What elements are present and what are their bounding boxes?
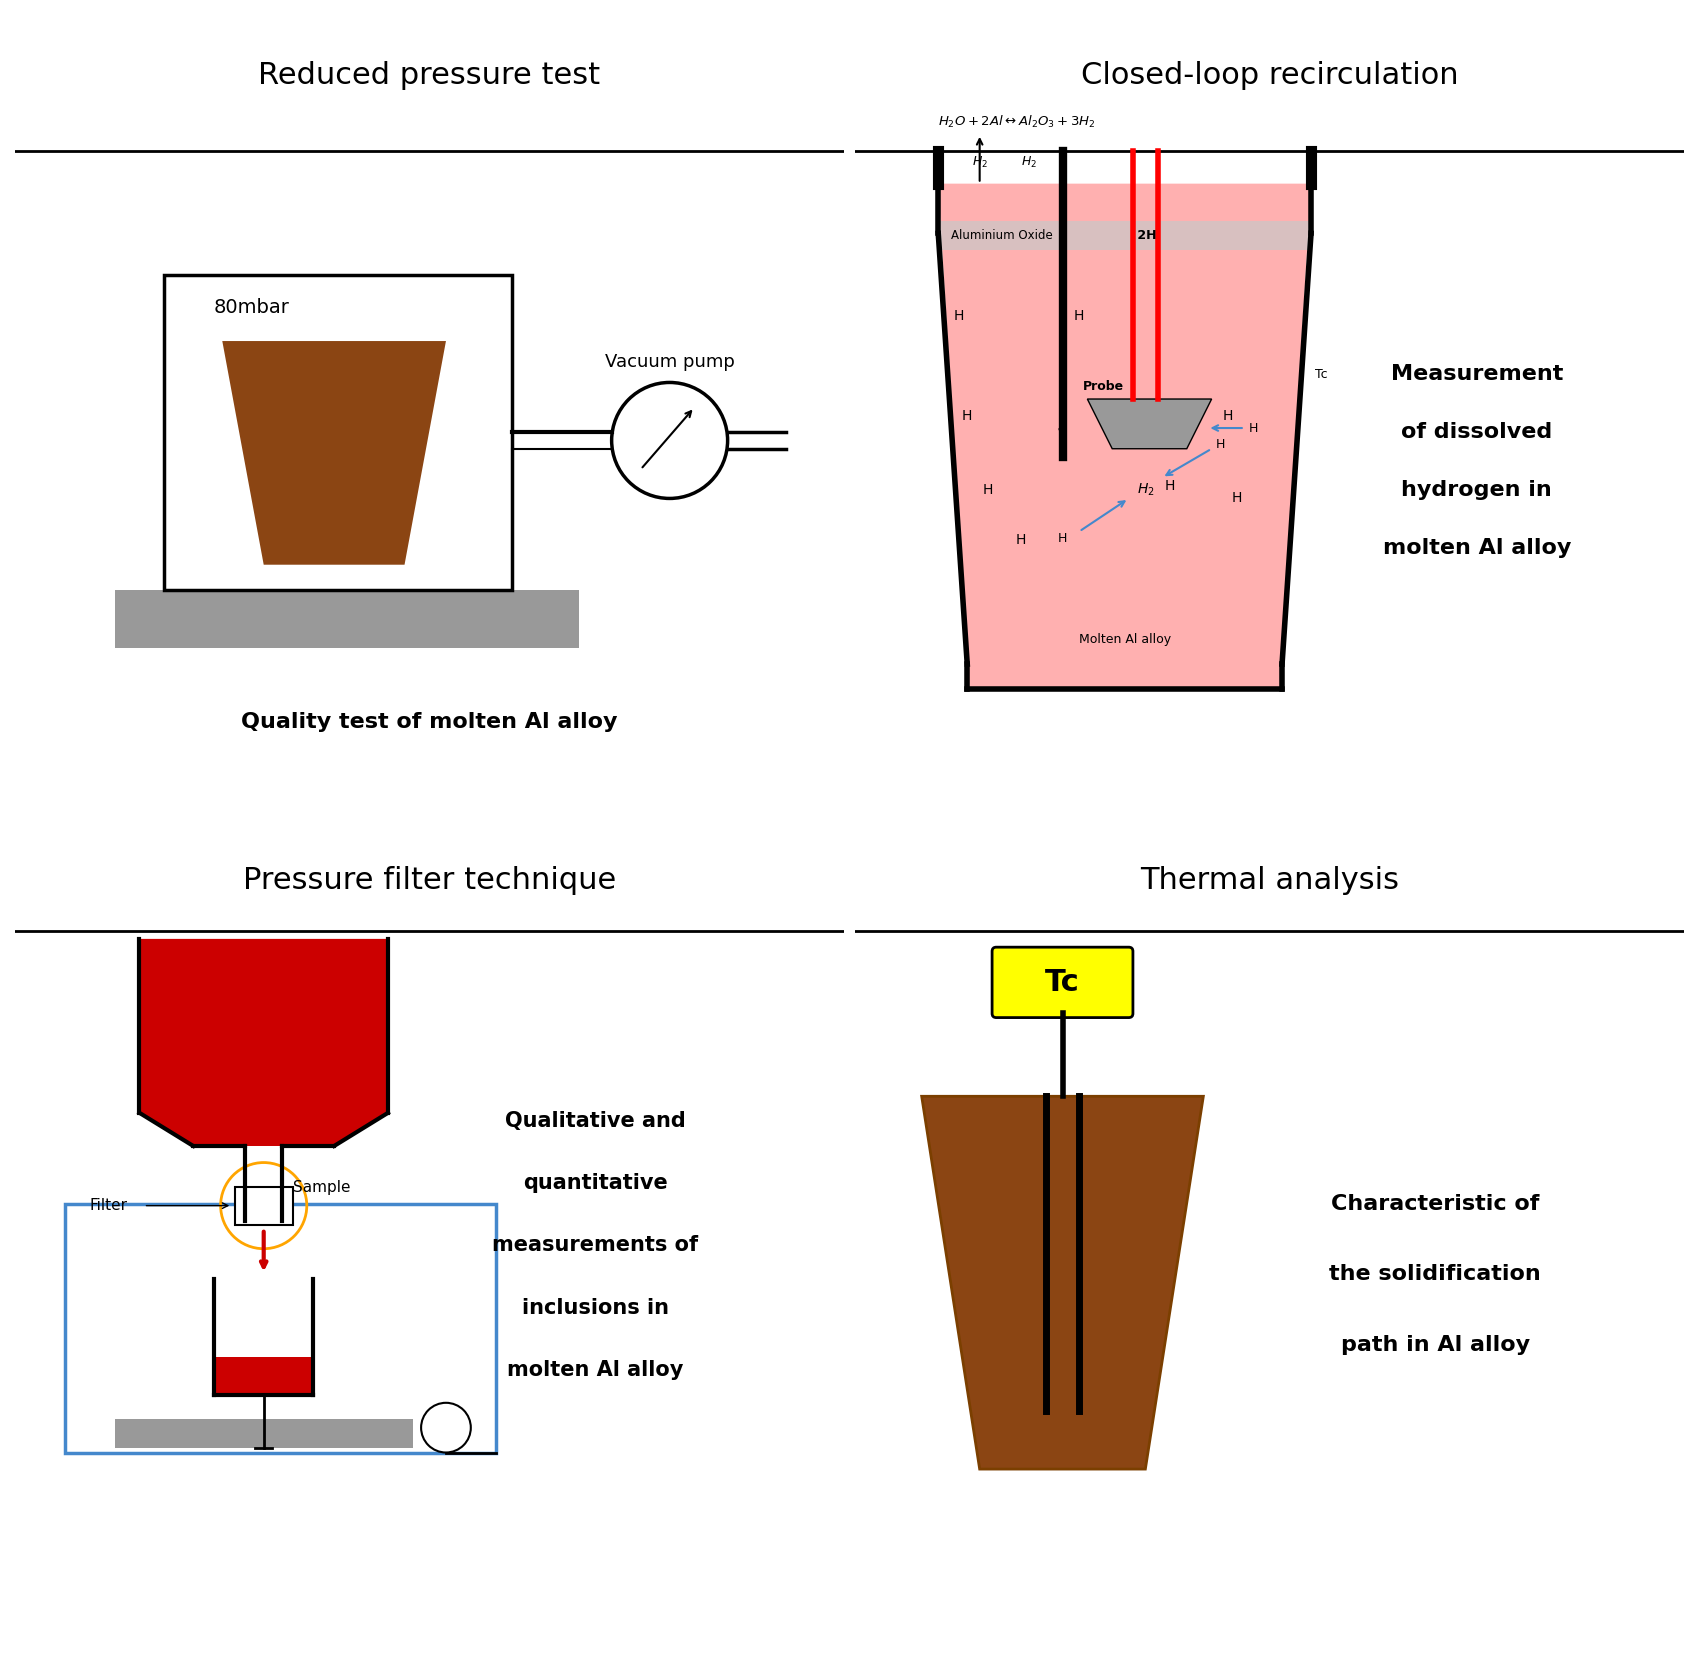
Text: H: H — [1248, 422, 1258, 435]
Text: 2H: 2H — [1133, 229, 1156, 243]
Text: H: H — [953, 309, 963, 324]
Bar — [234, 1188, 292, 1224]
Text: $H_2O+2Al \leftrightarrow Al_2O_3+3H_2$: $H_2O+2Al \leftrightarrow Al_2O_3+3H_2$ — [937, 113, 1095, 130]
Text: Characteristic of: Characteristic of — [1330, 1194, 1538, 1214]
Text: $H_2$: $H_2$ — [1020, 156, 1037, 171]
Text: Molten Al alloy: Molten Al alloy — [1078, 633, 1170, 646]
Text: measurements of: measurements of — [492, 1236, 698, 1256]
Polygon shape — [222, 341, 445, 565]
Text: H: H — [1015, 533, 1026, 546]
Polygon shape — [139, 938, 387, 1146]
Text: Probe: Probe — [1083, 380, 1124, 394]
Text: H: H — [1073, 309, 1083, 324]
Text: Tc: Tc — [1314, 367, 1328, 380]
Text: Sample: Sample — [292, 1179, 350, 1194]
Text: path in Al alloy: path in Al alloy — [1340, 1335, 1528, 1355]
Polygon shape — [937, 184, 1311, 689]
Bar — [937, 221, 1311, 249]
Text: Tc: Tc — [1044, 968, 1080, 997]
FancyBboxPatch shape — [992, 947, 1133, 1018]
Text: H: H — [961, 409, 971, 422]
Text: 80mbar: 80mbar — [214, 299, 290, 317]
Text: H: H — [1231, 492, 1241, 505]
Text: Reduced pressure test: Reduced pressure test — [258, 61, 599, 90]
Text: Vacuum pump: Vacuum pump — [604, 352, 734, 370]
Polygon shape — [920, 1096, 1202, 1468]
Bar — [165, 274, 511, 590]
Text: Pressure filter technique: Pressure filter technique — [243, 867, 616, 895]
Text: $H_2$: $H_2$ — [1136, 482, 1153, 498]
Bar — [114, 590, 577, 648]
Bar — [216, 1357, 311, 1395]
Text: inclusions in: inclusions in — [521, 1297, 669, 1317]
Bar — [65, 1204, 496, 1452]
Text: quantitative: quantitative — [523, 1173, 667, 1193]
Text: Filter: Filter — [90, 1198, 127, 1213]
Bar — [114, 1420, 413, 1448]
Text: H: H — [1216, 439, 1224, 452]
Text: $H_2$: $H_2$ — [971, 156, 987, 171]
Text: Closed-loop recirculation: Closed-loop recirculation — [1080, 61, 1457, 90]
Polygon shape — [1087, 399, 1211, 448]
Text: H: H — [1165, 478, 1175, 493]
Circle shape — [421, 1404, 470, 1452]
Text: Measurement: Measurement — [1389, 364, 1562, 384]
Text: H: H — [1056, 532, 1066, 545]
Text: H: H — [981, 483, 993, 497]
Text: of dissolved: of dissolved — [1401, 422, 1552, 442]
Text: the solidification: the solidification — [1328, 1264, 1540, 1284]
Text: Thermal analysis: Thermal analysis — [1139, 867, 1397, 895]
Circle shape — [611, 382, 727, 498]
Text: hydrogen in: hydrogen in — [1401, 480, 1552, 500]
Text: Qualitative and: Qualitative and — [504, 1111, 684, 1131]
Text: H: H — [1223, 409, 1233, 422]
Text: molten Al alloy: molten Al alloy — [506, 1360, 683, 1380]
Text: Aluminium Oxide: Aluminium Oxide — [951, 229, 1051, 243]
Text: molten Al alloy: molten Al alloy — [1382, 538, 1571, 558]
Text: Quality test of molten Al alloy: Quality test of molten Al alloy — [241, 713, 618, 733]
